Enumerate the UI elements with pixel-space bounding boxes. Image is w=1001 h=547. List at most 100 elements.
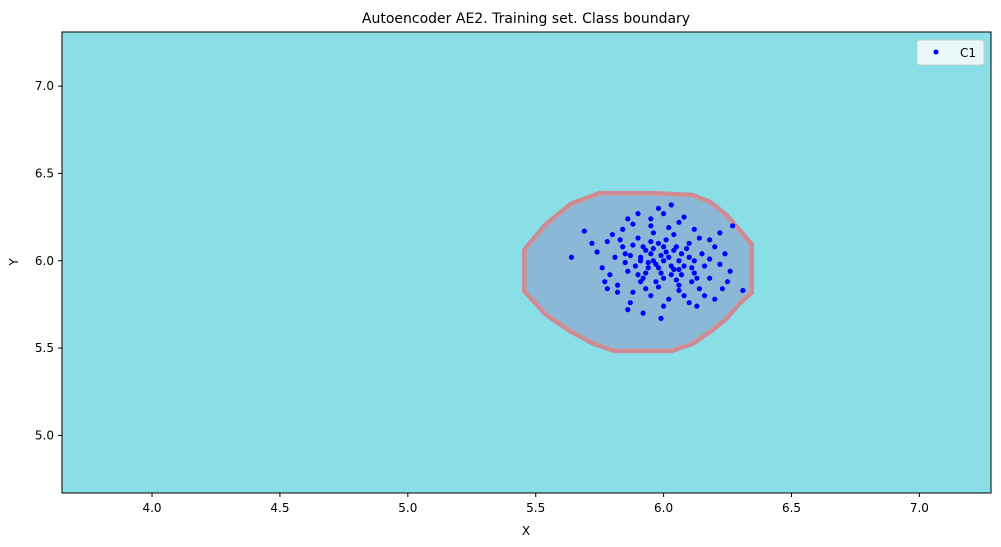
data-point [686, 300, 692, 306]
data-point [686, 254, 692, 260]
data-point [645, 259, 651, 266]
data-point [701, 263, 708, 269]
y-tick-label: 5.5 [35, 341, 54, 355]
x-tick-label: 4.5 [270, 501, 289, 515]
data-point [660, 211, 667, 217]
x-tick-label: 6.0 [654, 501, 673, 515]
chart-title: Autoencoder AE2. Training set. Class bou… [362, 11, 690, 27]
data-point [666, 254, 672, 260]
data-point [612, 254, 618, 260]
data-point [637, 254, 644, 260]
y-tick-label: 6.0 [35, 254, 54, 268]
y-tick-label: 7.0 [35, 79, 54, 93]
data-point [650, 245, 656, 252]
data-point [666, 224, 672, 231]
data-point [625, 216, 631, 222]
data-point [691, 270, 697, 276]
x-tick-label: 5.0 [398, 501, 417, 515]
data-point [635, 235, 641, 241]
data-point [653, 279, 659, 285]
data-point [689, 279, 695, 285]
data-point [635, 272, 641, 278]
data-point [643, 270, 649, 276]
data-point [668, 263, 674, 269]
y-axis-label: Y [7, 258, 21, 267]
data-point [660, 258, 667, 264]
data-point [671, 247, 677, 253]
data-point [622, 251, 628, 257]
data-point [620, 226, 626, 232]
data-point [707, 275, 713, 281]
x-tick-label: 6.5 [782, 501, 801, 515]
data-point [676, 266, 682, 273]
data-point [712, 244, 718, 250]
data-point [648, 293, 654, 299]
data-point [681, 214, 687, 220]
legend-label-c1: C1 [960, 46, 976, 60]
data-point [663, 249, 669, 255]
data-point [673, 277, 679, 283]
data-point [676, 282, 682, 288]
data-point [681, 293, 687, 299]
x-tick-label: 4.0 [142, 501, 161, 515]
data-point [668, 202, 674, 208]
legend-marker-c1 [933, 49, 939, 55]
data-point [663, 237, 669, 243]
data-point [722, 251, 728, 257]
data-point [645, 265, 651, 271]
class-region [524, 193, 752, 351]
data-point [643, 247, 649, 253]
data-point [589, 240, 595, 246]
data-point [658, 270, 664, 276]
data-point [717, 261, 723, 267]
plot-frame [61, 31, 992, 494]
data-point [684, 245, 690, 252]
data-point [635, 211, 641, 217]
legend-box [916, 39, 985, 66]
data-point [676, 219, 682, 225]
data-point [694, 303, 700, 309]
data-point [640, 310, 646, 316]
data-point [630, 289, 636, 295]
data-point [627, 300, 633, 306]
y-tick-label: 6.5 [35, 166, 54, 180]
data-point [655, 284, 662, 290]
data-point [701, 293, 708, 299]
data-point [678, 251, 685, 257]
data-point [676, 258, 682, 264]
data-point [568, 254, 575, 260]
data-point [627, 252, 633, 259]
data-point [625, 307, 631, 313]
data-point [630, 221, 636, 227]
data-point [666, 296, 672, 302]
x-tick-label: 5.5 [526, 501, 545, 515]
data-point [604, 286, 610, 292]
data-point [640, 275, 646, 281]
data-point [660, 303, 667, 309]
data-point [614, 289, 621, 295]
data-point [707, 256, 713, 262]
legend: C1 [916, 39, 985, 66]
data-point [648, 251, 654, 257]
data-point [604, 238, 610, 245]
data-point [594, 249, 600, 255]
data-point [707, 237, 713, 243]
data-point [740, 287, 746, 294]
data-point [694, 275, 700, 281]
data-point [678, 272, 685, 278]
data-point [724, 279, 731, 285]
data-point [607, 272, 613, 278]
data-point [696, 286, 703, 292]
data-point [668, 272, 674, 278]
data-point [691, 226, 697, 232]
data-point [599, 265, 605, 271]
data-point [730, 223, 736, 229]
data-point [681, 263, 687, 269]
data-point [630, 242, 636, 248]
y-tick-label: 5.0 [35, 428, 54, 442]
data-point [660, 275, 667, 281]
data-point [717, 230, 723, 236]
data-point [643, 286, 649, 292]
data-point [712, 296, 718, 302]
